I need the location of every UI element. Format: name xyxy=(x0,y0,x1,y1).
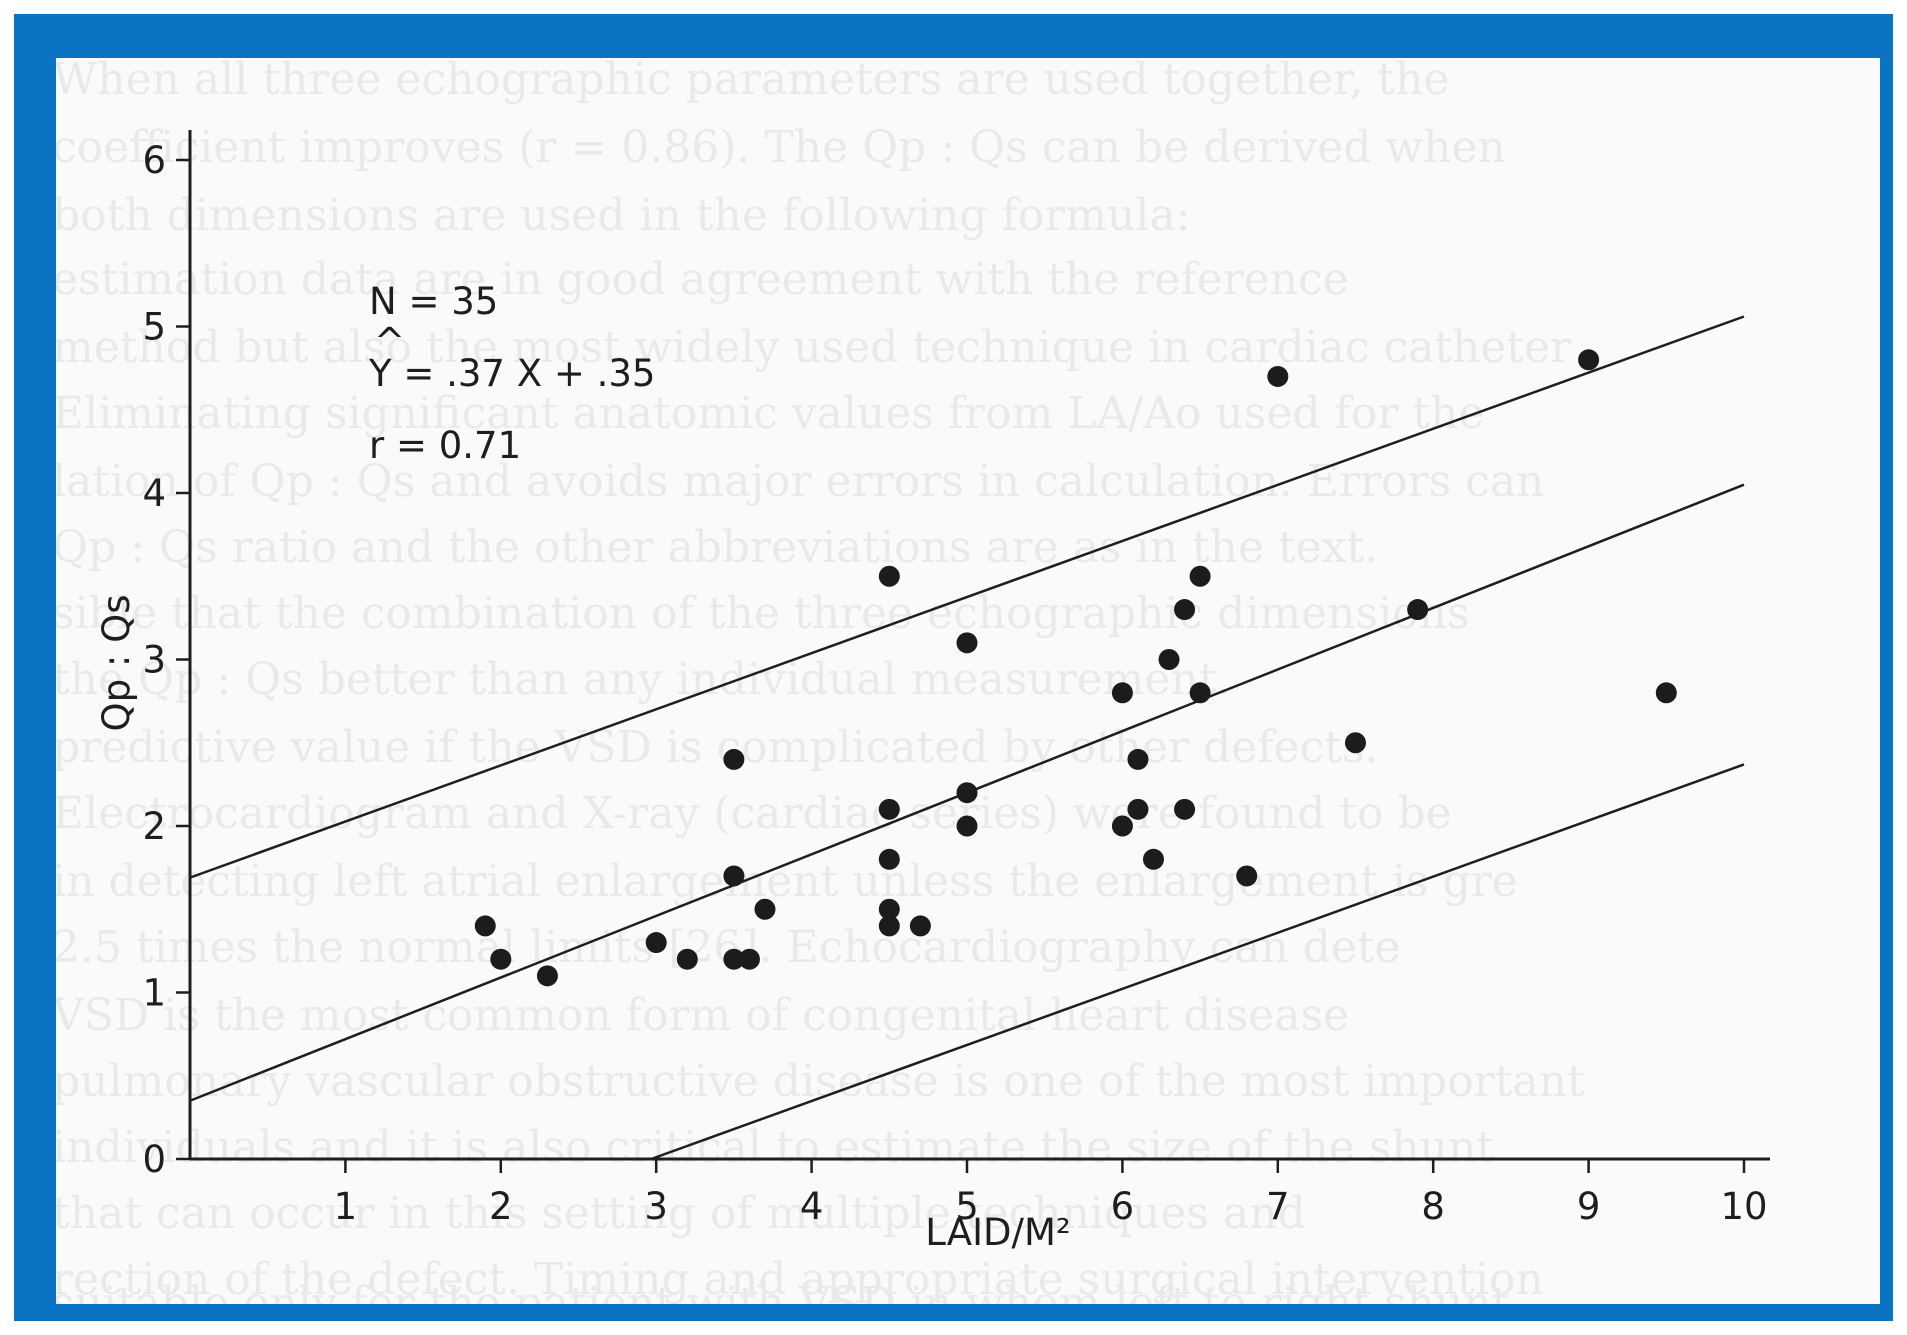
data-point xyxy=(1236,865,1258,887)
data-point xyxy=(1111,815,1133,837)
x-tick-label: 7 xyxy=(1266,1185,1290,1228)
data-point xyxy=(738,948,760,970)
data-point xyxy=(1578,349,1600,371)
x-tick-label: 8 xyxy=(1421,1185,1445,1228)
figure-frame: When all three echographic parameters ar… xyxy=(14,14,1893,1321)
data-point xyxy=(1158,649,1180,670)
y-tick-label: 3 xyxy=(142,639,166,682)
background-text-line: the Qp : Qs better than any individual m… xyxy=(56,654,1230,705)
background-text-line: predictive value if the VSD is complicat… xyxy=(56,722,1378,773)
data-point xyxy=(909,915,931,937)
data-point xyxy=(474,915,496,937)
data-point xyxy=(878,848,900,870)
data-point xyxy=(1174,798,1196,820)
data-point xyxy=(1111,682,1133,704)
data-point xyxy=(1267,365,1289,387)
y-tick-label: 0 xyxy=(142,1138,166,1181)
data-point xyxy=(956,782,978,804)
background-text-line: Electrocardiogram and X-ray (cardiac ser… xyxy=(56,788,1452,839)
data-point xyxy=(1142,848,1164,870)
x-tick-label: 9 xyxy=(1577,1185,1601,1228)
data-point xyxy=(878,565,900,587)
x-tick-label: 2 xyxy=(489,1185,513,1228)
y-hat-caret: ^ xyxy=(374,320,405,363)
sample-size-annotation: N = 35 xyxy=(369,280,498,323)
data-point xyxy=(1127,748,1149,770)
background-text-line: method but also the most widely used tec… xyxy=(56,322,1572,373)
data-point xyxy=(878,915,900,937)
data-point xyxy=(1407,599,1429,621)
y-tick-label: 4 xyxy=(142,472,166,515)
data-point xyxy=(1345,732,1366,754)
data-point xyxy=(956,632,978,654)
background-text-line: suitable only for the patient with VSD i… xyxy=(56,1278,1510,1304)
background-text-line: When all three echographic parameters ar… xyxy=(56,58,1449,105)
data-point xyxy=(754,898,776,920)
x-tick-label: 6 xyxy=(1111,1185,1135,1228)
background-text-line: coefficient improves (r = 0.86). The Qp … xyxy=(56,122,1506,173)
data-point xyxy=(878,898,900,920)
y-axis-title: Qp : Qs xyxy=(95,595,138,732)
upper-bound-line xyxy=(189,315,1745,879)
data-point xyxy=(723,865,745,887)
data-points xyxy=(474,349,1677,987)
background-text-line: individuals and it is also critical to e… xyxy=(56,1122,1494,1173)
data-point xyxy=(536,965,558,987)
axes xyxy=(188,130,1770,1161)
y-tick-label: 1 xyxy=(142,972,166,1015)
regression-equation-annotation: Y = .37 X + .35 xyxy=(368,352,655,395)
plot-panel: When all three echographic parameters ar… xyxy=(56,58,1880,1304)
data-point xyxy=(1189,682,1211,704)
data-point xyxy=(878,798,900,820)
x-tick-label: 3 xyxy=(644,1185,668,1228)
y-tick-label: 6 xyxy=(142,139,166,182)
x-tick-label: 1 xyxy=(334,1185,358,1228)
x-tick-label: 4 xyxy=(800,1185,824,1228)
bleed-through-text-layer: When all three echographic parameters ar… xyxy=(56,58,1585,1304)
lower-bound-line xyxy=(650,763,1745,1161)
background-text-line: both dimensions are used in the followin… xyxy=(56,190,1191,241)
y-tick-label: 5 xyxy=(142,306,166,349)
data-point xyxy=(676,948,698,970)
background-text-line: that can occur in this setting of multip… xyxy=(56,1188,1306,1239)
data-point xyxy=(1174,599,1196,621)
y-tick-label: 2 xyxy=(142,805,166,848)
data-point xyxy=(1127,798,1149,820)
background-text-line: sible that the combination of the three … xyxy=(56,588,1470,639)
background-text-line: rection of the defect. Timing and approp… xyxy=(56,1254,1544,1304)
data-point xyxy=(1189,565,1211,587)
background-text-line: Qp : Qs ratio and the other abbreviation… xyxy=(56,522,1378,573)
data-point xyxy=(1655,682,1677,704)
background-text-line: estimation data are in good agreement wi… xyxy=(56,254,1349,305)
data-point xyxy=(723,948,745,970)
x-tick-label: 5 xyxy=(955,1185,979,1228)
correlation-annotation: r = 0.71 xyxy=(369,424,521,467)
x-axis-title: LAID/M² xyxy=(925,1211,1070,1254)
background-text-line: lation of Qp : Qs and avoids major error… xyxy=(56,456,1544,507)
data-point xyxy=(490,948,512,970)
x-tick-label: 10 xyxy=(1720,1185,1767,1228)
axis-ticks: 1 2 3 4 5 6 7 8 9 10 0 1 2 3 4 5 6 xyxy=(142,139,1767,1228)
data-point xyxy=(645,932,667,954)
data-point xyxy=(723,748,745,770)
background-text-line: Eliminating significant anatomic values … xyxy=(56,388,1484,439)
data-point xyxy=(956,815,978,837)
scatter-chart: When all three echographic parameters ar… xyxy=(56,58,1770,1304)
background-text-line: VSD is the most common form of congenita… xyxy=(56,990,1349,1041)
